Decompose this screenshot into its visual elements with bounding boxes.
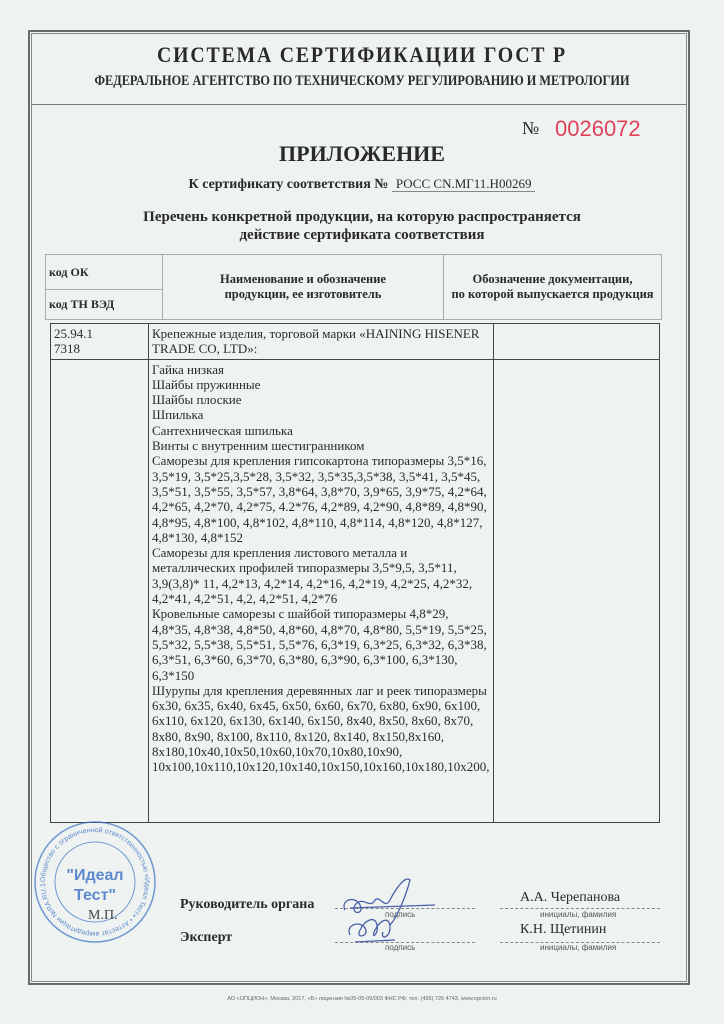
system-title: СИСТЕМА СЕРТИФИКАЦИИ ГОСТ Р: [157, 42, 567, 67]
products-table: 25.94.1 7318 Крепежные изделия, торговой…: [50, 323, 661, 823]
items-cell: Гайка низкая Шайбы пружинные Шайбы плоские…: [148, 358, 494, 823]
group-cell: Крепежные изделия, торговой марки «HAINI…: [148, 323, 494, 360]
code-ok: 25.94.1: [54, 326, 93, 341]
header-line: Наименование и обозначение: [220, 272, 386, 286]
signatures-drawing: [343, 878, 436, 943]
organization-stamp: Общество с ограниченной ответственностью…: [33, 820, 156, 943]
head-label: Руководитель органа: [180, 897, 315, 912]
product-item: Шпилька: [152, 407, 204, 423]
code-tn-header: код ТН ВЭД: [45, 289, 163, 320]
subtitle-line: Перечень конкретной продукции, на котору…: [143, 209, 581, 225]
agency-title: ФЕДЕРАЛЬНОЕ АГЕНТСТВО ПО ТЕХНИЧЕСКОМУ РЕ…: [94, 73, 630, 89]
name-caption: инициалы, фамилия: [540, 943, 617, 952]
table-header: код ОК Наименование и обозначение продук…: [45, 254, 662, 320]
header-line: продукции, ее изготовитель: [224, 287, 382, 301]
product-item: Винты с внутренним шестигранником: [152, 438, 365, 454]
expert-name-line: [500, 942, 660, 943]
sign-caption: подпись: [385, 910, 416, 919]
form-number: 0026072: [555, 116, 641, 141]
code-ok-header: код ОК: [45, 254, 163, 290]
product-item: Шайбы пружинные: [152, 376, 261, 392]
list-subtitle: Перечень конкретной продукции, на котору…: [0, 208, 724, 244]
stamp-center-line: Тест": [74, 887, 116, 904]
subtitle-line: действие сертификата соответствия: [239, 227, 485, 243]
documentation-header: Обозначение документации, по которой вып…: [443, 254, 662, 320]
head-name: А.А. Черепанова: [520, 890, 621, 905]
doc-cell: [492, 323, 661, 360]
header-line: Обозначение документации,: [472, 272, 633, 286]
certificate-label: К сертификату соответствия №: [188, 177, 389, 192]
certificate-number: РОСС CN.МГ11.Н00269: [391, 176, 536, 192]
product-item: Гайка низкая: [152, 361, 224, 377]
table-row: Гайка низкая Шайбы пружинные Шайбы плоские…: [50, 358, 661, 823]
code-tn: 7318: [54, 341, 80, 357]
page-title: ПРИЛОЖЕНИЕ: [279, 141, 445, 166]
header-line: по которой выпускается продукция: [451, 287, 654, 301]
sign-caption: подпись: [385, 943, 416, 952]
product-item: Шайбы плоские: [152, 392, 242, 408]
table-row: 25.94.1 7318 Крепежные изделия, торговой…: [50, 323, 661, 360]
product-name-header: Наименование и обозначение продукции, ее…: [162, 254, 444, 320]
stamp-center-line: "Идеал: [66, 867, 123, 884]
empty-code-cell: [50, 358, 149, 823]
head-name-line: [500, 908, 660, 909]
product-item: Кровельные саморезы с шайбой типоразмеры…: [152, 606, 487, 683]
mp-label: М.П.: [88, 908, 118, 923]
doc-cell: [492, 358, 661, 823]
expert-label: Эксперт: [180, 930, 233, 945]
head-sign-line: [335, 908, 475, 909]
codes-cell: 25.94.1 7318: [50, 323, 149, 360]
inner-frame: [31, 33, 687, 982]
expert-name: К.Н. Щетинин: [520, 922, 607, 937]
product-item: Шурупы для крепления деревянных лаг и ре…: [152, 682, 490, 775]
header-divider: [31, 104, 687, 105]
product-item: Саморезы для крепления гипсокартона типо…: [152, 453, 487, 545]
outer-frame: [28, 30, 690, 985]
expert-sign-line: [335, 942, 475, 943]
printer-footer: АО «ОПЦИОН», Москва, 2017, «Б» лицензия …: [227, 996, 497, 1002]
name-caption: инициалы, фамилия: [540, 910, 617, 919]
product-item: Саморезы для крепления листового металла…: [152, 545, 473, 607]
number-label: №: [522, 118, 540, 138]
certificate-line: К сертификату соответствия № РОСС CN.МГ1…: [0, 176, 724, 193]
product-item: Сантехническая шпилька: [152, 422, 293, 438]
